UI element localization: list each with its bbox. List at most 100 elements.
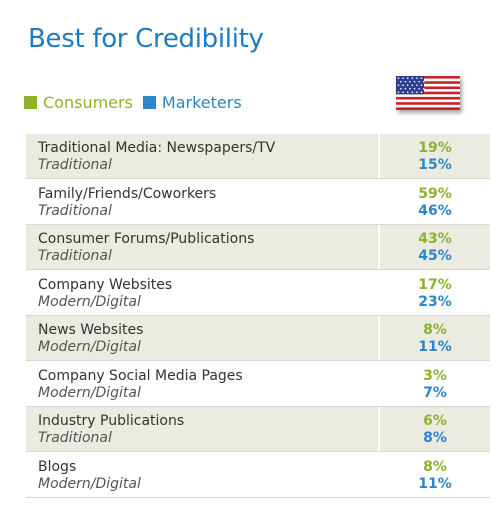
table-row: Family/Friends/Coworkers Traditional 59% 46…: [26, 180, 490, 225]
credibility-table: Traditional Media: Newspapers/TV Traditio…: [26, 134, 490, 498]
flag-star: [404, 80, 407, 83]
table-row: Consumer Forums/Publications Traditional 4…: [26, 225, 490, 270]
flag-star: [420, 77, 423, 79]
column-divider: [378, 407, 380, 452]
flag-star: [423, 87, 425, 90]
value-marketers: 11%: [418, 339, 452, 355]
row-values: 8% 11%: [380, 459, 490, 493]
table-row: Company Websites Modern/Digital 17% 23%: [26, 271, 490, 316]
row-values: 59% 46%: [380, 186, 490, 220]
column-divider: [378, 225, 380, 270]
row-label: Company Websites Modern/Digital: [38, 277, 368, 311]
flag-stripe: [396, 76, 460, 79]
row-name: Consumer Forums/Publications: [38, 231, 255, 247]
value-consumers: 8%: [423, 322, 447, 338]
row-name: Blogs: [38, 458, 77, 475]
row-separator: [26, 360, 490, 361]
legend-label-marketers: Marketers: [161, 93, 242, 112]
flag-stripe: [396, 91, 460, 95]
row-name: Traditional Media: Newspapers/TV: [38, 140, 276, 156]
row-category: Modern/Digital: [38, 475, 141, 492]
chart-title: Best for Credibility: [28, 24, 264, 54]
row-category: Traditional: [38, 248, 112, 264]
value-marketers: 7%: [423, 384, 447, 401]
flag-star: [413, 87, 416, 90]
flag-star: [400, 87, 402, 90]
flag-star: [416, 91, 418, 93]
table-row: Blogs Modern/Digital 8% 11%: [26, 453, 490, 498]
us-flag-icon: [396, 76, 460, 110]
value-consumers: 3%: [423, 367, 447, 384]
flag-stripe: [396, 107, 460, 110]
flag-star: [418, 80, 420, 83]
legend-item-consumers: Consumers: [24, 93, 133, 112]
flag-stripe: [396, 81, 460, 84]
flag-star: [413, 80, 416, 83]
flag-star: [411, 84, 414, 86]
flag-star: [411, 77, 414, 79]
us-flag-graphic: [396, 76, 460, 110]
flag-star: [402, 77, 404, 79]
row-separator: [26, 451, 490, 452]
legend-item-marketers: Marketers: [142, 93, 242, 112]
row-category: Modern/Digital: [38, 384, 141, 401]
flag-star: [402, 84, 404, 86]
value-marketers: 15%: [418, 157, 452, 173]
row-name: Company Websites: [38, 276, 173, 293]
table-row: Company Social Media Pages Modern/Digital…: [26, 362, 490, 407]
row-values: 17% 23%: [380, 277, 490, 311]
value-marketers: 23%: [418, 293, 452, 310]
flag-star: [411, 91, 414, 93]
row-category: Traditional: [38, 202, 112, 219]
flag-star: [416, 77, 418, 79]
value-consumers: 59%: [418, 185, 452, 202]
row-label: Consumer Forums/Publications Traditional: [38, 231, 368, 265]
table-row: Traditional Media: Newspapers/TV Traditio…: [26, 134, 490, 179]
flag-stripe: [396, 86, 460, 90]
row-separator: [26, 269, 490, 270]
value-consumers: 8%: [423, 458, 447, 475]
row-values: 19% 15%: [380, 140, 490, 174]
row-name: Family/Friends/Coworkers: [38, 185, 217, 202]
row-category: Traditional: [38, 430, 112, 446]
value-marketers: 11%: [418, 475, 452, 492]
value-marketers: 8%: [423, 430, 447, 446]
legend-swatch-marketers: [142, 96, 156, 109]
value-consumers: 19%: [418, 140, 452, 156]
flag-star: [397, 91, 400, 93]
row-separator: [26, 405, 490, 407]
row-label: Traditional Media: Newspapers/TV Traditio…: [38, 140, 368, 174]
row-category: Modern/Digital: [38, 339, 141, 355]
row-category: Modern/Digital: [38, 293, 141, 310]
row-separator: [26, 496, 490, 498]
value-consumers: 43%: [418, 231, 452, 247]
value-marketers: 46%: [418, 202, 452, 219]
value-consumers: 17%: [418, 276, 452, 293]
flag-star: [409, 80, 411, 83]
flag-star: [397, 84, 400, 86]
flag-stripe: [396, 96, 460, 100]
flag-star: [423, 80, 425, 83]
flag-star: [406, 84, 409, 86]
table-row: Industry Publications Traditional 6% 8%: [26, 407, 490, 452]
row-values: 6% 8%: [380, 413, 490, 447]
flag-star: [418, 87, 420, 90]
row-category: Traditional: [38, 157, 112, 173]
legend: Consumers Marketers: [24, 93, 252, 112]
row-separator: [26, 223, 490, 225]
row-values: 43% 45%: [380, 231, 490, 265]
flag-stripe: [396, 102, 460, 105]
flag-star: [406, 77, 409, 79]
value-consumers: 6%: [423, 413, 447, 429]
row-name: Industry Publications: [38, 413, 185, 429]
flag-star: [406, 91, 409, 93]
row-name: News Websites: [38, 322, 144, 338]
row-separator: [26, 314, 490, 316]
flag-star: [409, 87, 411, 90]
row-values: 3% 7%: [380, 368, 490, 402]
row-name: Company Social Media Pages: [38, 367, 243, 384]
legend-swatch-consumers: [24, 96, 37, 109]
value-marketers: 45%: [418, 248, 452, 264]
flag-star: [420, 84, 423, 86]
column-divider: [378, 316, 380, 361]
